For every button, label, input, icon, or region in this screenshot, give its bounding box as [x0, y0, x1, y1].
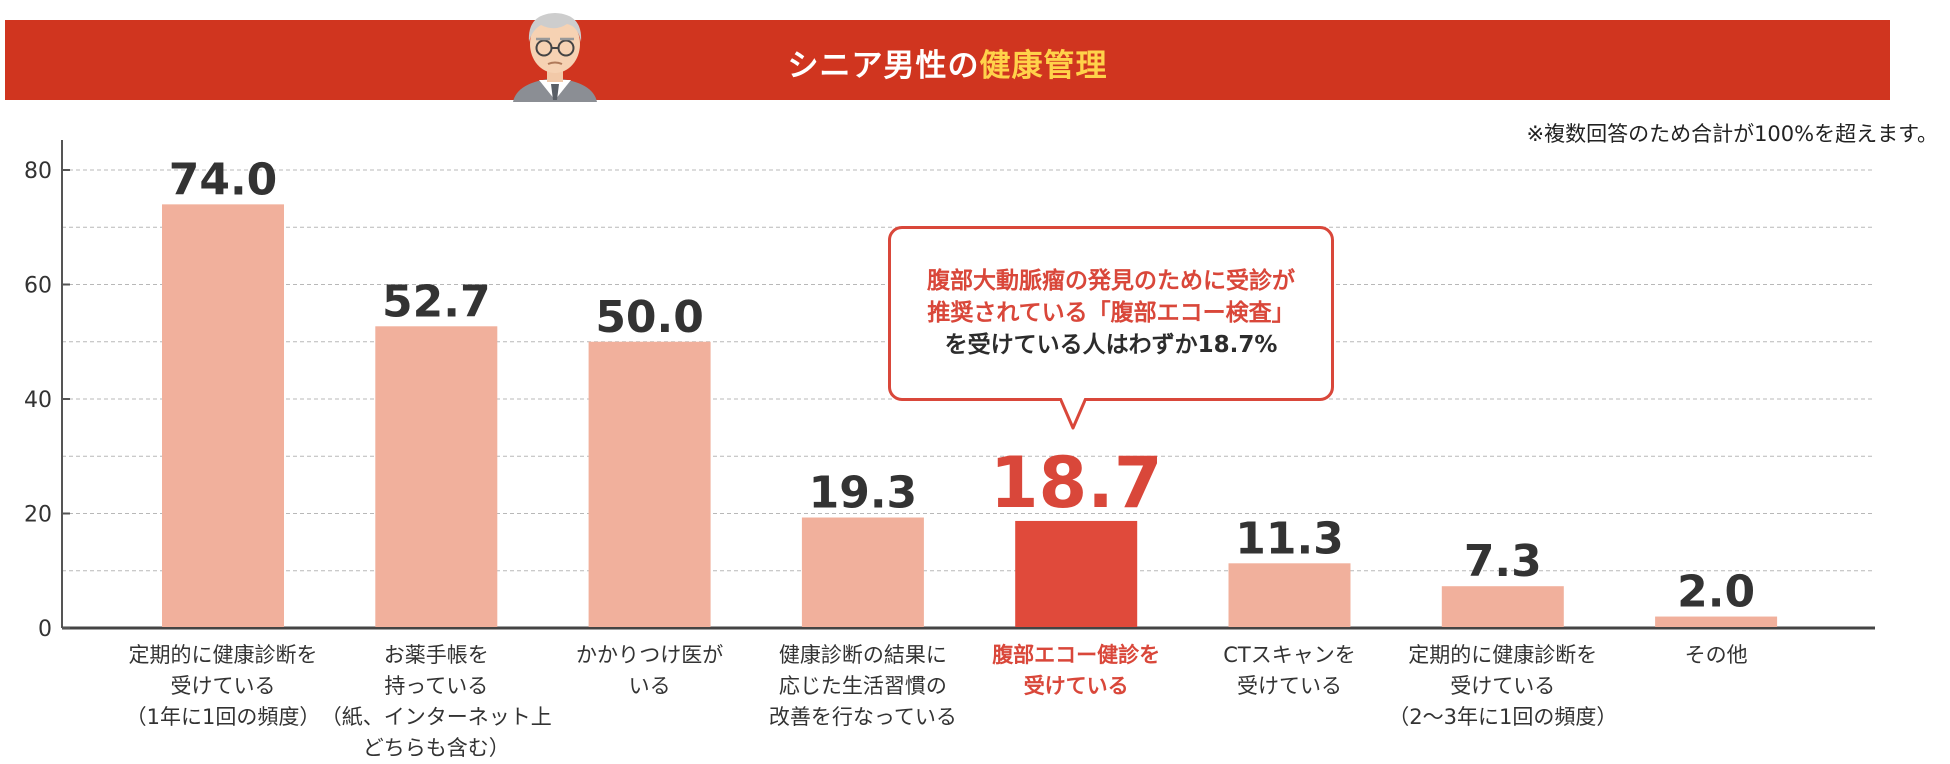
data-label: 50.0	[595, 292, 704, 343]
callout-line-1: 腹部大動脈瘤の発見のために受診が	[927, 268, 1295, 294]
x-category-label: その他	[1685, 643, 1748, 667]
bar	[1655, 616, 1778, 627]
y-tick-label: 20	[24, 503, 52, 528]
bar	[162, 204, 284, 627]
bar	[801, 517, 924, 627]
x-category-label: お薬手帳を持っている（紙、インターネット上どちらも含む）	[321, 643, 552, 760]
data-label: 11.3	[1235, 513, 1344, 564]
y-tick-label: 40	[24, 388, 52, 413]
data-label: 52.7	[382, 276, 491, 327]
y-tick-label: 0	[38, 617, 52, 642]
footnote: ※複数回答のため合計が100%を超えます。	[1526, 122, 1938, 146]
bar	[1228, 563, 1351, 627]
bar	[1441, 586, 1564, 627]
senior-man-illustration	[513, 13, 597, 102]
y-tick-label: 80	[24, 159, 52, 184]
data-label: 7.3	[1464, 536, 1542, 587]
data-label: 2.0	[1677, 567, 1755, 618]
x-category-label: 定期的に健康診断を受けている（1年に1回の頻度）	[126, 643, 321, 729]
x-category-label: 腹部エコー健診を受けている	[992, 643, 1160, 698]
callout-pointer	[1060, 398, 1086, 430]
data-label: 19.3	[809, 468, 918, 519]
chart-title: シニア男性の健康管理	[787, 48, 1108, 84]
callout-line-2: 推奨されている「腹部エコー検査」	[927, 300, 1295, 326]
y-tick-label: 60	[24, 274, 52, 299]
callout-line-3: を受けている人はわずか18.7%	[944, 332, 1278, 358]
bar	[588, 341, 711, 627]
bar	[375, 326, 498, 627]
x-category-label: かかりつけ医がいる	[576, 643, 723, 698]
x-category-label: 定期的に健康診断を受けている（2〜3年に1回の頻度）	[1388, 643, 1617, 729]
callout-box: 腹部大動脈瘤の発見のために受診が 推奨されている「腹部エコー検査」 を受けている…	[888, 226, 1334, 401]
data-label: 74.0	[169, 154, 278, 205]
data-label: 18.7	[990, 442, 1163, 524]
x-category-label: CTスキャンを受けている	[1223, 643, 1356, 698]
title-banner: シニア男性の健康管理	[5, 20, 1890, 100]
bar	[1015, 520, 1138, 627]
x-category-label: 健康診断の結果に応じた生活習慣の改善を行なっている	[769, 643, 957, 729]
